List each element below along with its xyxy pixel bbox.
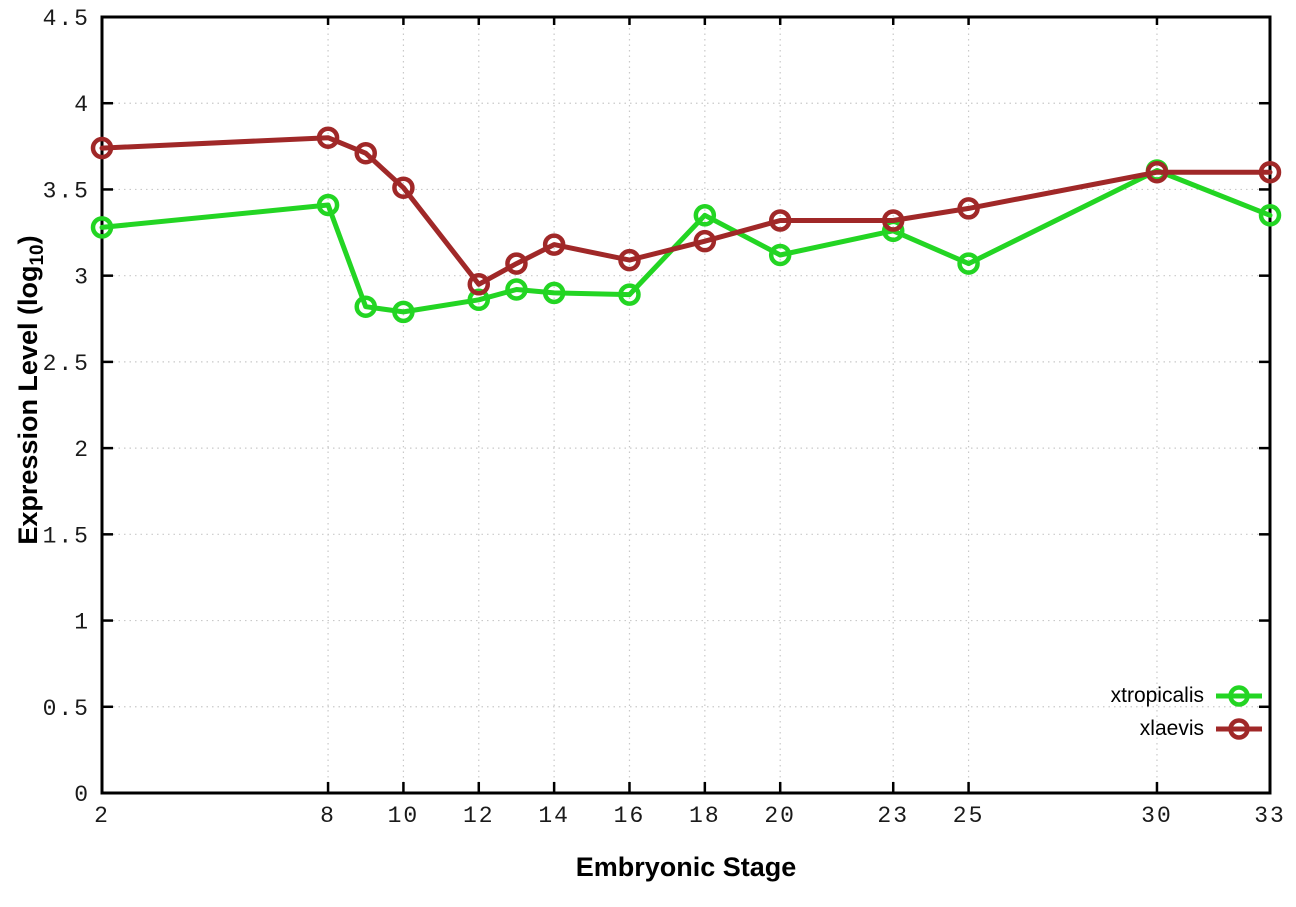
data-point-xtropicalis [542,281,566,305]
data-point-xlaevis [467,273,491,296]
data-point-xlaevis [316,126,340,149]
data-point-xtropicalis [467,288,491,312]
y-tick-label: 3.5 [43,178,90,204]
plot-border [100,15,1272,795]
data-point-xlaevis [392,176,415,199]
legend-row-xlaevis: xlaevis [1140,716,1264,742]
data-point-xtropicalis [768,243,792,267]
data-point-xlaevis [90,136,114,160]
x-tick-label: 14 [538,803,570,829]
x-tick-label: 16 [614,803,646,829]
legend-sample-line-icon [1216,685,1262,707]
series-line-xtropicalis [99,168,1273,315]
x-tick-label: 30 [1141,803,1173,829]
legend-label-xtropicalis: xtropicalis [1110,684,1204,707]
y-tick-label: 4 [74,92,90,118]
y-tick-label: 4.5 [43,6,90,32]
data-point-xtropicalis [316,193,340,217]
data-point-xtropicalis [505,278,528,301]
data-point-xtropicalis [957,252,980,275]
data-point-xlaevis [505,252,528,275]
data-point-xtropicalis [618,283,641,306]
data-point-xtropicalis [1258,204,1282,227]
y-tick-label: 3 [74,265,90,291]
y-axis-title: Expression Level (log10) [10,90,48,690]
data-point-xlaevis [693,229,717,253]
legend-row-xtropicalis: xtropicalis [1111,683,1264,709]
y-tick-label: 2 [74,437,90,463]
legend-label-xlaevis: xlaevis [1139,717,1204,740]
x-tick-label: 23 [877,803,909,829]
legend-sample-line-icon [1216,718,1262,740]
data-point-xlaevis [768,209,792,232]
data-point-xtropicalis [90,216,114,239]
data-point-xlaevis [354,141,377,165]
x-tick-label: 10 [388,803,420,829]
data-point-xlaevis [881,209,905,232]
x-tick-label: 25 [953,803,985,829]
x-tick-label: 18 [689,803,721,829]
y-tick-label: 0.5 [43,696,90,722]
chart-legend: xtropicalis xlaevis [1111,683,1264,742]
data-point-xtropicalis [392,300,415,324]
y-axis-title-main: Expression Level (log [13,265,43,545]
x-tick-label: 12 [463,803,495,829]
y-axis-title-close: ) [13,235,43,245]
data-point-xlaevis [618,248,641,272]
y-tick-label: 2.5 [43,351,90,377]
data-point-xlaevis [542,233,566,256]
data-point-xtropicalis [354,295,377,318]
data-point-xtropicalis [693,204,717,227]
data-point-xlaevis [957,197,980,220]
data-point-xlaevis [1258,160,1282,184]
y-axis-title-subscript: 10 [27,244,48,266]
x-tick-label: 2 [94,803,110,829]
x-tick-label: 33 [1254,803,1286,829]
data-point-xlaevis [1145,160,1169,184]
y-tick-label: 1 [74,610,90,636]
x-tick-label: 8 [320,803,336,829]
y-tick-label: 1.5 [43,523,90,549]
x-axis-title: Embryonic Stage [575,852,797,882]
y-tick-label: 0 [74,782,90,808]
x-tick-label: 20 [764,803,796,829]
